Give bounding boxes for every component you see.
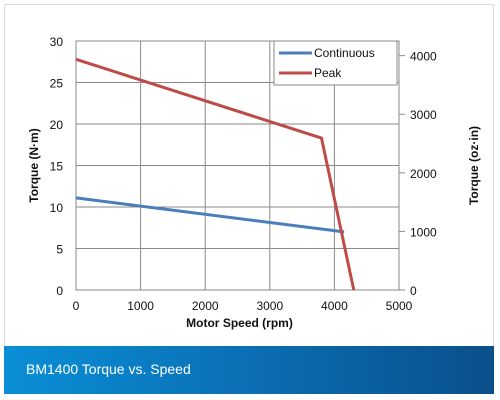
x-axis-title: Motor Speed (rpm) [186, 316, 293, 330]
y-tick-label: 10 [50, 201, 64, 215]
y2-axis-title: Torque (oz·in) [467, 126, 481, 205]
x-tick-label: 4000 [321, 299, 348, 313]
caption-title: BM1400 Torque vs. Speed [26, 361, 191, 377]
legend: Continuous Peak [273, 40, 398, 86]
y-tick-label: 15 [50, 160, 64, 174]
tick-labels: 0 1000 2000 3000 4000 50000510152025300100020… [50, 35, 437, 313]
legend-label-continuous: Continuous [314, 46, 375, 60]
y-tick-label: 5 [56, 243, 63, 257]
x-tick-label: 5000 [386, 299, 413, 313]
y2-tick-label: 4000 [410, 50, 437, 64]
plot-area [75, 40, 400, 291]
y-tick-label: 25 [50, 77, 64, 91]
x-tick-label: 2000 [192, 299, 219, 313]
legend-box [273, 40, 398, 86]
y2-tick-label: 0 [410, 284, 417, 298]
y-tick-label: 0 [56, 284, 63, 298]
y2-tick-label: 2000 [410, 167, 437, 181]
series-line-peak [75, 57, 356, 291]
y-axis-title: Torque (N·m) [27, 128, 41, 202]
x-tick-label: 3000 [256, 299, 283, 313]
x-tick-label: 1000 [127, 299, 154, 313]
y-tick-label: 20 [50, 118, 64, 132]
y-tick-label: 30 [50, 35, 64, 49]
y2-tick-label: 1000 [410, 225, 437, 239]
legend-label-peak: Peak [314, 66, 342, 80]
y2-tick-label: 3000 [410, 108, 437, 122]
series-line-continuous [75, 196, 345, 234]
series-group [75, 57, 356, 291]
x-tick-label: 0 [73, 299, 80, 313]
caption-bar: BM1400 Torque vs. Speed [4, 346, 494, 394]
